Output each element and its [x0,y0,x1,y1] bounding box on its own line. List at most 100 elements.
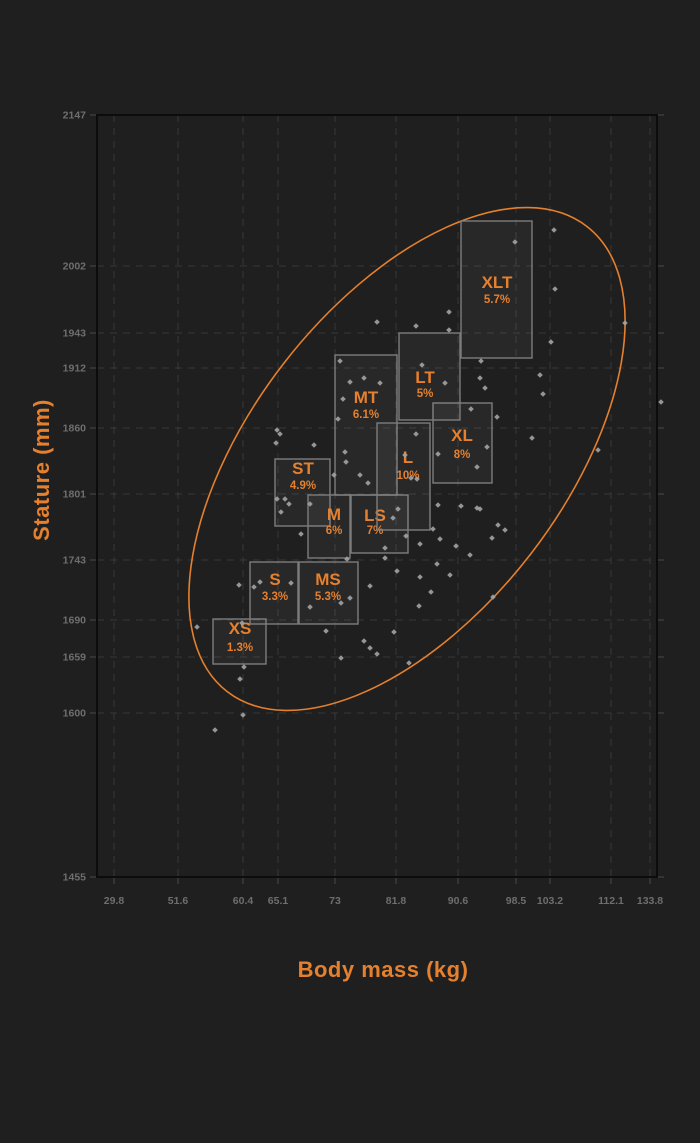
size-box-percent-MT: 6.1% [353,409,379,421]
size-box-label-XL: XL [451,426,473,445]
scatter-point [529,435,535,441]
x-tick-label: 65.1 [268,895,289,907]
size-box-label-LS: LS [364,506,386,525]
size-box-MS [298,561,359,625]
x-tick-label: 51.6 [168,895,189,907]
size-box-percent-LT: 5% [417,388,434,400]
x-tick-label: 90.6 [448,895,469,907]
scatter-point [658,399,664,405]
scatter-point [458,503,464,509]
scatter-point [367,583,373,589]
scatter-point [286,501,292,507]
scatter-point [478,358,484,364]
scatter-point [446,327,452,333]
scatter-point [447,572,453,578]
scatter-point [468,406,474,412]
x-tick-label: 60.4 [233,895,254,907]
scatter-point [361,375,367,381]
scatter-point [435,502,441,508]
scatter-point [241,664,247,670]
x-axis-title: Body mass (kg) [297,957,469,982]
scatter-point [273,440,279,446]
scatter-point [622,320,628,326]
scatter-point [408,475,414,481]
size-box-XLT [460,220,533,359]
size-box-percent-XLT: 5.7% [484,294,510,306]
scatter-point [416,603,422,609]
scatter-point [212,727,218,733]
scatter-point [377,380,383,386]
x-tick-label: 29.8 [104,895,125,907]
scatter-point [331,472,337,478]
confidence-ellipse [188,206,626,712]
y-axis-title: Stature (mm) [29,399,54,541]
scatter-point [237,676,243,682]
y-tick-label: 1801 [63,489,87,501]
size-box-label-LT: LT [415,368,435,387]
scatter-point [406,660,412,666]
scatter-point [484,444,490,450]
scatter-point [434,561,440,567]
scatter-point [417,541,423,547]
scatter-point [413,323,419,329]
scatter-point [595,447,601,453]
size-box-S [249,561,299,625]
x-tick-label: 112.1 [598,895,624,907]
y-tick-label: 1743 [63,555,87,567]
scatter-point [489,535,495,541]
scatter-point [307,501,313,507]
scatter-point [437,536,443,542]
x-tick-label: 133.8 [637,895,663,907]
size-box-label-MT: MT [354,388,379,407]
x-tick-label: 98.5 [506,895,527,907]
x-tick-label: 81.8 [386,895,407,907]
scatter-point [419,362,425,368]
size-box-percent-M: 6% [326,525,343,537]
size-box-label-XS: XS [229,619,252,638]
scatter-point [367,645,373,651]
scatter-point [323,628,329,634]
size-box-LS [350,494,409,554]
scatter-point [446,309,452,315]
y-tick-label: 1860 [63,423,87,435]
size-box-percent-XL: 8% [454,449,471,461]
y-tick-label: 2002 [63,261,87,273]
size-box-label-S: S [269,570,280,589]
scatter-point [477,375,483,381]
y-tick-label: 1659 [63,652,87,664]
y-tick-label: 2147 [63,110,87,122]
scatter-point [394,568,400,574]
scatter-point [395,506,401,512]
size-box-ST [274,458,331,527]
size-box-M [307,494,351,559]
plot-area: XS 1.3% S 3.3% MS 5.3% ST 4.9% M6% LS7% MT 6.1% L 10%… [63,110,664,907]
size-box-LT [398,332,461,421]
size-box-percent-L: 10% [396,470,419,482]
scatter-point [540,391,546,397]
scatter-point [335,416,341,422]
size-box-label-XLT: XLT [482,273,513,292]
scatter-point [417,574,423,580]
size-box-label-MS: MS [315,570,341,589]
size-box-XL [432,402,493,484]
scatter-point [357,472,363,478]
scatter-point [428,589,434,595]
plot-border [96,114,658,878]
scatter-point [342,449,348,455]
y-tick-label: 1455 [63,872,87,884]
size-box-percent-MS: 5.3% [315,591,341,603]
scatter-point [435,451,441,457]
scatter-point [338,655,344,661]
scatter-point [537,372,543,378]
size-box-percent-S: 3.3% [262,591,288,603]
scatter-point [374,319,380,325]
y-tick-label: 1912 [63,363,87,375]
scatter-point [413,431,419,437]
size-box-percent-LS: 7% [367,525,384,537]
scatter-point [495,522,501,528]
scatter-point [361,638,367,644]
size-box-percent-XS: 1.3% [227,642,253,654]
scatter-point [494,414,500,420]
scatter-point [240,712,246,718]
scatter-point [282,496,288,502]
